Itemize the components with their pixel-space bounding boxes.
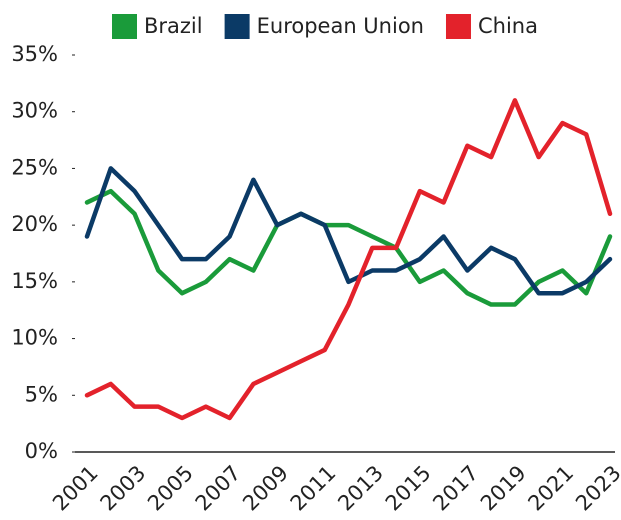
legend-swatch xyxy=(224,14,250,39)
x-tick-label: 2019 xyxy=(476,461,531,516)
x-tick-label: 2003 xyxy=(96,461,151,516)
x-tick-label: 2005 xyxy=(143,461,198,516)
x-tick-label: 2009 xyxy=(238,461,293,516)
y-tick-label: 15% xyxy=(11,269,58,293)
y-tick-label: 10% xyxy=(11,326,58,350)
legend-label: Brazil xyxy=(144,14,203,38)
line xyxy=(84,98,613,421)
legend-label: China xyxy=(478,14,538,38)
y-tick-label: 25% xyxy=(11,155,58,179)
legend-label: European Union xyxy=(257,14,424,38)
y-tick-label: 0% xyxy=(25,439,58,463)
y-tick-label: 20% xyxy=(11,212,58,236)
y-tick-label: 30% xyxy=(11,99,58,123)
legend-swatch xyxy=(445,14,471,39)
x-tick-label: 2007 xyxy=(191,461,246,516)
x-tick-label: 2021 xyxy=(523,461,578,516)
x-tick-label: 2015 xyxy=(381,461,436,516)
legend-swatch xyxy=(112,14,137,39)
y-tick-label: 35% xyxy=(11,42,58,66)
y-tick-label: 5% xyxy=(25,382,58,406)
line xyxy=(84,188,613,307)
x-tick-label: 2011 xyxy=(286,461,341,516)
x-tick-label: 2017 xyxy=(428,461,483,516)
line xyxy=(84,166,613,296)
x-tick-label: 2001 xyxy=(48,461,103,516)
x-tick-label: 2023 xyxy=(571,461,621,516)
x-tick-label: 2013 xyxy=(333,461,388,516)
